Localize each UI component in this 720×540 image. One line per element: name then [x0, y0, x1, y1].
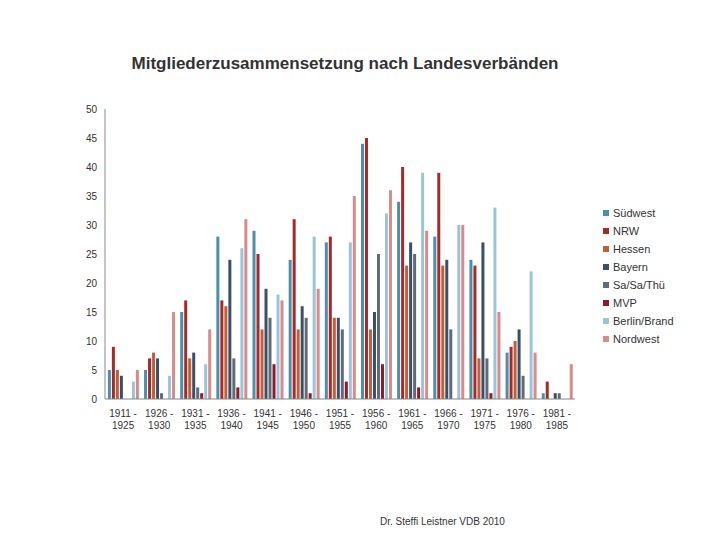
svg-text:5: 5: [91, 365, 97, 376]
svg-text:1971 -1975: 1971 -1975: [470, 408, 498, 431]
html-text:Südwest: Südwest: [613, 207, 656, 219]
svg-text:35: 35: [86, 191, 98, 202]
svg-text:45: 45: [86, 133, 98, 144]
html-text:NRW: NRW: [613, 225, 640, 237]
html-text:Mitgliederzusammensetzung nach: Mitgliederzusammensetzung nach Landesver…: [131, 54, 559, 73]
svg-text:50: 50: [86, 104, 98, 115]
svg-text:25: 25: [86, 249, 98, 260]
svg-text:1981 -1985: 1981 -1985: [543, 408, 571, 431]
html-text:Sa/Sa/Thü: Sa/Sa/Thü: [613, 279, 665, 291]
svg-text:40: 40: [86, 162, 98, 173]
svg-text:1956 -1960: 1956 -1960: [362, 408, 390, 431]
svg-text:1951 -1955: 1951 -1955: [326, 408, 354, 431]
html-text:Nordwest: Nordwest: [613, 333, 660, 345]
svg-text:1966 -1970: 1966 -1970: [434, 408, 462, 431]
svg-text:1936 -1940: 1936 -1940: [217, 408, 245, 431]
svg-text:1926 -1930: 1926 -1930: [145, 408, 173, 431]
svg-text:10: 10: [86, 336, 98, 347]
svg-text:0: 0: [91, 394, 97, 405]
html-text:Hessen: Hessen: [613, 243, 651, 255]
svg-text:1941 -1945: 1941 -1945: [254, 408, 282, 431]
html-text:Berlin/Brand: Berlin/Brand: [613, 315, 674, 327]
svg-text:1911 -1925: 1911 -1925: [109, 408, 137, 431]
svg-text:20: 20: [86, 278, 98, 289]
svg-text:1946 -1950: 1946 -1950: [290, 408, 318, 431]
svg-text:1976 -1980: 1976 -1980: [507, 408, 535, 431]
svg-text:1961 -1965: 1961 -1965: [398, 408, 426, 431]
svg-text:15: 15: [86, 307, 98, 318]
svg-text:1931 -1935: 1931 -1935: [181, 408, 209, 431]
svg-text:30: 30: [86, 220, 98, 231]
html-text:Dr. Steffi Leistner VDB 2010: Dr. Steffi Leistner VDB 2010: [380, 516, 505, 527]
html-text:Bayern: Bayern: [613, 261, 648, 273]
html-text:MVP: MVP: [613, 297, 637, 309]
